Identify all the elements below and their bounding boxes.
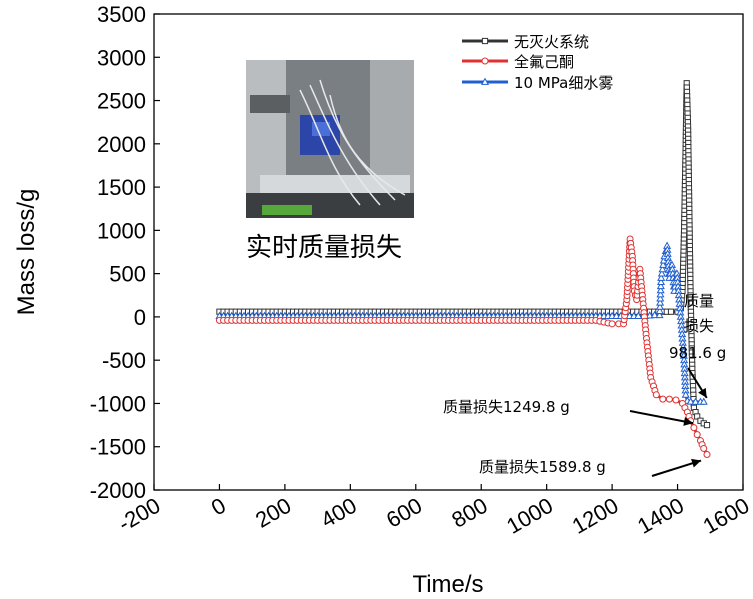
y-tick-label: 3500 bbox=[97, 2, 146, 27]
x-tick-label: 1000 bbox=[502, 493, 557, 539]
data-point bbox=[686, 397, 695, 405]
annotation-label: 质量损失1589.8 g bbox=[479, 458, 606, 476]
y-tick-label: 500 bbox=[109, 262, 146, 287]
data-point bbox=[681, 390, 690, 398]
y-tick-label: 1500 bbox=[97, 175, 146, 200]
y-tick-label: -500 bbox=[102, 348, 146, 373]
x-tick-label: 1600 bbox=[699, 493, 753, 539]
x-tick-label: 800 bbox=[447, 493, 491, 533]
data-point bbox=[658, 264, 667, 273]
data-point bbox=[608, 320, 616, 328]
data-point bbox=[655, 306, 664, 314]
data-point bbox=[656, 277, 666, 285]
y-tick-label: 3000 bbox=[97, 45, 146, 70]
x-tick-label: 1200 bbox=[568, 493, 623, 539]
y-axis-label: Mass loss/g bbox=[13, 189, 40, 316]
data-point bbox=[703, 421, 711, 429]
inset-caption: 实时质量损失 bbox=[246, 233, 402, 263]
data-point bbox=[659, 395, 667, 403]
data-point bbox=[656, 298, 665, 306]
x-axis-label: Time/s bbox=[412, 571, 483, 598]
plot-frame bbox=[153, 13, 744, 491]
x-tick-label: 1400 bbox=[633, 493, 688, 539]
legend-label: 10 MPa细水雾 bbox=[514, 74, 613, 92]
x-tick-label: 400 bbox=[317, 493, 361, 533]
y-axis: 3500 3000 2500 2000 1500 1000 500 0 -500 -1000 -15… bbox=[90, 2, 160, 503]
x-tick-label: 0 bbox=[207, 493, 230, 521]
x-tick-label: 200 bbox=[251, 493, 295, 533]
annotation-label: 损失 bbox=[684, 317, 714, 335]
data-point bbox=[703, 451, 711, 459]
data-point bbox=[655, 310, 664, 319]
data-point bbox=[699, 397, 708, 405]
annotations: 质量损失1249.8 g 质量损失1589.8 g 质量损失 981.6 g bbox=[443, 292, 726, 477]
data-point bbox=[656, 290, 665, 298]
y-tick-label: 2500 bbox=[97, 89, 146, 114]
legend-marker bbox=[480, 77, 490, 85]
data-point bbox=[650, 310, 659, 319]
data-point bbox=[656, 294, 665, 302]
data-point bbox=[655, 302, 664, 310]
legend-marker bbox=[481, 57, 489, 65]
y-tick-label: -2000 bbox=[90, 478, 146, 503]
data-point bbox=[693, 431, 701, 439]
data-point bbox=[657, 269, 666, 277]
y-tick-label: 2000 bbox=[97, 132, 146, 157]
data-point bbox=[652, 391, 660, 399]
series-layer bbox=[215, 80, 711, 459]
legend-label: 全氟己酮 bbox=[514, 53, 574, 71]
data-point bbox=[667, 308, 675, 315]
inset-photo bbox=[246, 60, 414, 218]
y-tick-label: 0 bbox=[134, 305, 146, 330]
data-point bbox=[657, 273, 666, 281]
legend-marker bbox=[481, 37, 489, 45]
x-axis: -200 0 200 400 600 800 1000 1200 1400 1600 bbox=[114, 484, 753, 539]
data-point bbox=[690, 424, 698, 432]
series-1 bbox=[215, 235, 711, 459]
legend-label: 无灭火系统 bbox=[514, 33, 589, 51]
x-tick-label: 600 bbox=[382, 493, 426, 533]
annotation-arrowhead bbox=[683, 416, 694, 426]
data-point bbox=[672, 396, 680, 404]
y-tick-label: 1000 bbox=[97, 218, 146, 243]
annotation-arrowhead bbox=[691, 458, 702, 468]
annotation-label: 981.6 g bbox=[669, 344, 726, 362]
data-point bbox=[656, 285, 665, 294]
data-point bbox=[700, 444, 708, 452]
data-point bbox=[634, 311, 643, 319]
annotation-arrowhead bbox=[698, 387, 707, 398]
y-tick-label: -1500 bbox=[90, 435, 146, 460]
data-point bbox=[665, 395, 673, 403]
annotation-arrow bbox=[629, 410, 694, 425]
annotation-label: 质量 bbox=[684, 292, 714, 310]
annotation-label: 质量损失1249.8 g bbox=[443, 398, 570, 416]
y-tick-label: -1000 bbox=[90, 391, 146, 416]
data-point bbox=[691, 397, 700, 405]
data-point bbox=[645, 311, 654, 319]
data-point bbox=[694, 413, 701, 420]
data-point bbox=[656, 281, 665, 290]
